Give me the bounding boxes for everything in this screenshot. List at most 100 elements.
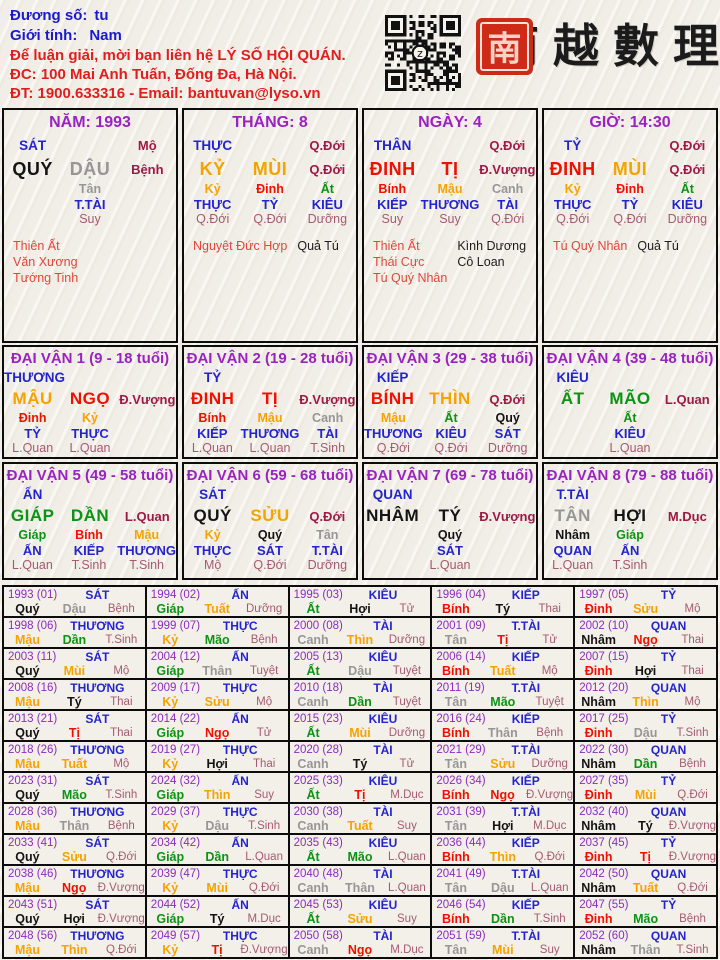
hidden-stem-column — [119, 182, 176, 227]
year-label: 2030 (38) — [293, 806, 343, 818]
year-cell: 2000 (08) TÀI Canh Thìn Dưỡng — [289, 618, 431, 647]
contact-line-3: ĐT: 1900.633316 - Email: bantuvan@lyso.v… — [10, 85, 321, 102]
year-stage-label: Mộ — [256, 696, 273, 708]
year-branch-label: Mùi — [349, 726, 371, 740]
star-item-red: Tú Quý Nhân — [553, 239, 628, 253]
daivan-main-row: TÂN HỢI M.Dục — [544, 504, 716, 528]
year-god-label: KIÊU — [368, 836, 398, 850]
year-stem-label: Kỷ — [162, 695, 179, 709]
daivan-main-row: GIÁP DẦN L.Quan — [4, 504, 176, 528]
year-label: 2025 (33) — [293, 775, 343, 787]
pillar-star-lists: Thiên Ất Văn Xương Tướng Tinh — [4, 238, 176, 286]
year-branch-label: Sửu — [490, 757, 516, 771]
brand-character: 越 — [553, 19, 599, 73]
pillar-branch-label: MÙI — [252, 158, 288, 179]
year-line-2: Quý Hợi Đ.Vượng — [4, 912, 145, 926]
year-line-2: Nhâm Ngọ Thai — [575, 633, 716, 647]
year-label: 2027 (35) — [579, 775, 629, 787]
year-label: 2038 (46) — [8, 868, 58, 880]
hidden-god-label: TỶ — [621, 197, 639, 212]
daivan-stage-label: L.Quan — [124, 508, 170, 524]
year-stem-label: Tân — [444, 943, 467, 957]
year-stage-label: Tuyệt — [392, 696, 422, 708]
hidden-stem-column: Đinh TỶ Q.Đới — [601, 182, 658, 227]
year-label: 2002 (10) — [579, 620, 629, 632]
year-stage-label: Thai — [681, 634, 704, 646]
hidden-stem-label: Mậu — [437, 182, 463, 196]
year-branch-label: Dần — [490, 912, 515, 926]
daivan-main-row: NHÂM TÝ Đ.Vượng — [364, 504, 536, 528]
year-branch-label: Tuất — [632, 881, 659, 895]
year-line-1: 2050 (58) TÀI — [290, 929, 431, 943]
year-cell: 2046 (54) KIẾP Bính Dần T.Sinh — [432, 897, 574, 926]
year-stem-label: Canh — [297, 881, 329, 895]
year-god-label: THƯƠNG — [70, 743, 125, 757]
year-label: 2041 (49) — [436, 868, 486, 880]
year-line-1: 2037 (45) TỶ — [575, 836, 716, 850]
year-branch-label: Tuất — [490, 664, 516, 678]
year-stem-label: Bính — [441, 602, 470, 616]
year-stage-label: T.Sinh — [105, 789, 138, 801]
year-line-1: 2040 (48) TÀI — [290, 867, 431, 881]
year-god-label: ẤN — [231, 712, 249, 726]
year-stage-label: Thai — [538, 603, 561, 615]
hidden-stem-label: Ất — [320, 182, 334, 196]
year-label: 1997 (05) — [579, 589, 629, 601]
year-god-label: T.TÀI — [511, 867, 541, 881]
hidden-stem-label: Mậu — [257, 411, 283, 425]
gender-label: Giới tính: — [10, 27, 78, 44]
year-label: 1995 (03) — [293, 589, 343, 601]
pillar-main-row: KỶ MÙI Q.Đới — [184, 156, 356, 182]
year-cell: 2040 (48) TÀI Canh Thân L.Quan — [289, 866, 431, 895]
daivan-hidden-row: Ất KIÊU L.Quan — [544, 411, 716, 456]
seal-glyph: 南 — [487, 29, 522, 70]
pillar-branch-label: MÙI — [612, 158, 648, 179]
year-stem-label: Kỷ — [162, 819, 179, 833]
year-label: 2009 (17) — [150, 682, 201, 694]
daivan-hidden-row: Đinh TỶ L.Quan Kỷ THỰC L.Quan — [4, 411, 176, 456]
year-god-label: ẤN — [231, 898, 249, 912]
daivan-box: ĐẠI VẬN 8 (79 - 88 tuổi) T.TÀI TÂN HỢI M.Dục… — [542, 462, 718, 580]
daivan-branch-label: SỬU — [250, 506, 290, 525]
year-cell: 2029 (37) THỰC Kỷ Dậu T.Sinh — [146, 804, 288, 833]
hidden-stem-label: Kỷ — [82, 411, 98, 425]
pillar-god-label: THỰC — [193, 138, 233, 153]
daivan-branch-label: NGỌ — [69, 389, 111, 408]
hidden-stem-column: Mậu THƯƠNG Q.Đới — [364, 411, 423, 456]
hidden-god-label: QUAN — [553, 543, 592, 558]
year-branch-label: Dần — [633, 757, 658, 771]
year-stem-label: Nhâm — [581, 633, 617, 647]
year-god-label: SÁT — [85, 588, 110, 602]
year-line-1: 2045 (53) KIÊU — [290, 898, 431, 912]
daivan-stem-label: GIÁP — [10, 506, 55, 525]
year-branch-label: Mão — [347, 850, 373, 864]
year-line-1: 2042 (50) QUAN — [575, 867, 716, 881]
daivan-hidden-row: Mậu THƯƠNG Q.Đới Ất KIÊU Q.Đới Quý SÁT Dưỡng — [364, 411, 536, 456]
daivan-stem-label: ẤT — [560, 389, 585, 408]
year-line-2: Ất Sửu Suy — [290, 912, 431, 926]
year-branch-label: Dậu — [490, 881, 515, 895]
year-stem-label: Bính — [441, 788, 470, 802]
year-branch-label: Tuất — [204, 602, 230, 616]
daivan-box: ĐẠI VẬN 1 (9 - 18 tuổi) THƯƠNG MẬU NGỌ Đ.Vượ… — [2, 345, 178, 459]
year-line-2: Đinh Tị Đ.Vượng — [575, 850, 716, 864]
year-table: 1993 (01) SÁT Quý Dậu Bệnh 1994 (02) ẤN Giáp Tuấ… — [2, 585, 718, 959]
year-line-2: Giáp Tý M.Dục — [147, 912, 288, 926]
pillar-branch-label: DẬU — [69, 158, 111, 179]
pillar-main-row: ĐINH TỊ Đ.Vượng — [364, 156, 536, 182]
year-label: 2001 (09) — [436, 620, 486, 632]
daivan-hidden-row: Quý SÁT L.Quan — [364, 528, 536, 573]
year-line-2: Bính Dần T.Sinh — [432, 912, 573, 926]
year-stem-label: Ất — [306, 912, 320, 926]
year-line-1: 2039 (47) THỰC — [147, 867, 288, 881]
daivan-stage-label: Đ.Vượng — [119, 391, 176, 407]
daivan-hidden-row: Kỷ THỰC Mộ Quý SÁT Q.Đới Tân T.TÀI Dưỡng — [184, 528, 356, 573]
pillar-box: THÁNG: 8 THỰC Q.Đới KỶ MÙI Q.Đới Kỷ THỰC Q.Đới Đi… — [182, 108, 358, 343]
year-god-label: ẤN — [231, 774, 249, 788]
year-label: 2035 (43) — [293, 837, 343, 849]
daivan-main-row: BÍNH THÌN Q.Đới — [364, 387, 536, 411]
hidden-stem-label: Mậu — [134, 528, 160, 542]
daivan-god-row: TỶ — [184, 368, 356, 387]
year-god-label: T.TÀI — [511, 743, 541, 757]
hidden-stem-label: Bính — [75, 528, 103, 542]
